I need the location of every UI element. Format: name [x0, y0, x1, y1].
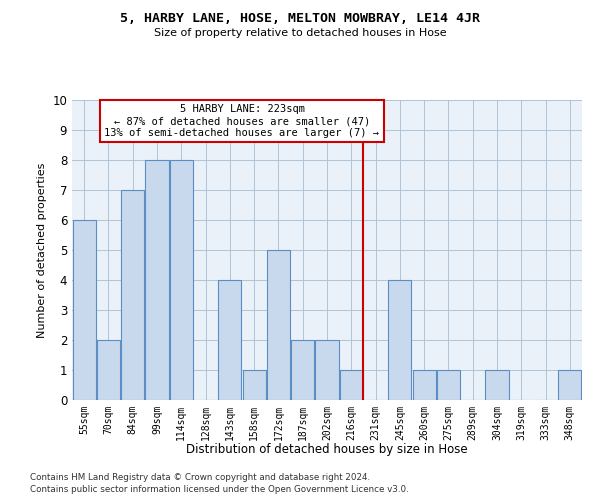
Bar — [340, 370, 363, 400]
Bar — [242, 370, 266, 400]
Bar — [267, 250, 290, 400]
Bar — [170, 160, 193, 400]
Text: 5, HARBY LANE, HOSE, MELTON MOWBRAY, LE14 4JR: 5, HARBY LANE, HOSE, MELTON MOWBRAY, LE1… — [120, 12, 480, 26]
Bar — [413, 370, 436, 400]
Bar — [97, 340, 120, 400]
Bar — [145, 160, 169, 400]
Text: Contains HM Land Registry data © Crown copyright and database right 2024.: Contains HM Land Registry data © Crown c… — [30, 472, 370, 482]
Text: Contains public sector information licensed under the Open Government Licence v3: Contains public sector information licen… — [30, 485, 409, 494]
Text: Distribution of detached houses by size in Hose: Distribution of detached houses by size … — [186, 442, 468, 456]
Bar — [316, 340, 338, 400]
Y-axis label: Number of detached properties: Number of detached properties — [37, 162, 47, 338]
Text: Size of property relative to detached houses in Hose: Size of property relative to detached ho… — [154, 28, 446, 38]
Text: 5 HARBY LANE: 223sqm
← 87% of detached houses are smaller (47)
13% of semi-detac: 5 HARBY LANE: 223sqm ← 87% of detached h… — [104, 104, 380, 138]
Bar — [437, 370, 460, 400]
Bar — [121, 190, 144, 400]
Bar — [73, 220, 95, 400]
Bar — [218, 280, 241, 400]
Bar — [291, 340, 314, 400]
Bar — [388, 280, 412, 400]
Bar — [559, 370, 581, 400]
Bar — [485, 370, 509, 400]
